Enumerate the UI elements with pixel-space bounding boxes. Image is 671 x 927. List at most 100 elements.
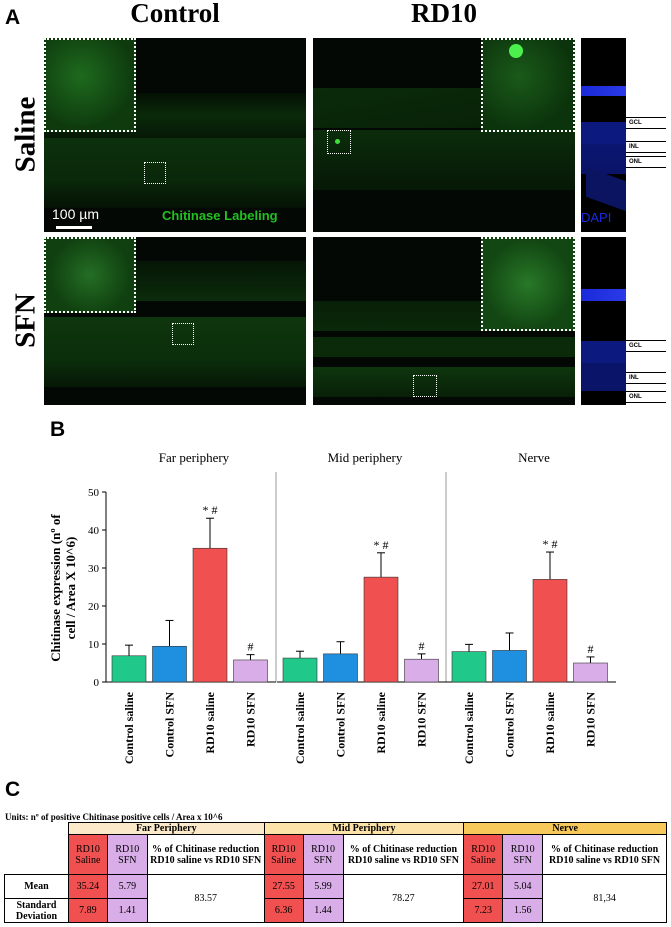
header-reduction: % of Chitinase reduction RD10 saline vs … <box>146 834 265 875</box>
bar <box>282 657 318 683</box>
zoom-inset <box>44 237 136 313</box>
bar <box>492 650 527 683</box>
header-rd10-sfn: RD10 SFN <box>502 834 544 875</box>
bar <box>573 662 608 683</box>
bar <box>192 547 228 683</box>
layer-label-inl: INL <box>626 372 666 384</box>
panel-a-letter: A <box>5 6 21 29</box>
column-title-control: Control <box>130 0 220 28</box>
row-label-sd: Standard Deviation <box>4 898 69 923</box>
micrograph-rd10-saline <box>313 38 575 232</box>
header-rd10-sfn: RD10 SFN <box>106 834 148 875</box>
x-tick-label: Control saline <box>462 691 476 764</box>
header-rd10-saline: RD10 Saline <box>463 834 504 875</box>
x-tick-label: RD10 SFN <box>584 692 598 747</box>
bar <box>111 655 147 683</box>
x-tick-label: RD10 saline <box>203 691 217 753</box>
group-title: Mid periphery <box>328 450 403 465</box>
results-table: Far Periphery Mid Periphery Nerve RD10 S… <box>4 822 667 923</box>
header-reduction: % of Chitinase reduction RD10 saline vs … <box>342 834 465 875</box>
dapi-label: DAPI <box>581 210 612 225</box>
layer-label-inl: INL <box>626 141 666 153</box>
x-tick-label: RD10 SFN <box>415 692 429 747</box>
column-title-rd10: RD10 <box>411 0 477 28</box>
header-rd10-saline: RD10 Saline <box>67 834 108 875</box>
y-tick-label: 20 <box>88 601 100 613</box>
dapi-saline: DAPI <box>581 38 626 232</box>
bar <box>532 579 568 683</box>
scale-bar <box>56 226 92 229</box>
significance-mark: # <box>248 640 254 654</box>
bar <box>323 653 358 683</box>
header-reduction: % of Chitinase reduction RD10 saline vs … <box>542 834 667 875</box>
dapi-sfn <box>581 237 626 405</box>
panel-b-letter: B <box>50 418 66 441</box>
bar <box>404 658 439 683</box>
significance-mark: * # <box>543 537 558 551</box>
bar <box>363 576 399 683</box>
region-header-far: Far Periphery <box>67 822 265 835</box>
significance-mark: # <box>419 639 425 653</box>
bar <box>451 651 487 683</box>
cell-nerve-reduction: 81,34 <box>542 874 667 923</box>
x-tick-label: Control SFN <box>334 692 348 758</box>
stain-label: Chitinase Labeling <box>162 208 278 223</box>
row-title-sfn: SFN <box>9 293 42 348</box>
group-title: Far periphery <box>159 450 230 465</box>
row-title-saline: Saline <box>9 96 42 173</box>
roi-box <box>413 375 437 397</box>
zoom-inset <box>481 38 575 132</box>
roi-box <box>327 130 351 154</box>
significance-mark: # <box>588 642 594 656</box>
cell-nerve-mean-sfn: 5.04 <box>502 874 544 899</box>
zoom-inset <box>44 38 136 132</box>
significance-mark: * # <box>374 538 389 552</box>
significance-mark: * # <box>203 503 218 517</box>
cell-nerve-sd-sfn: 1.56 <box>502 898 544 923</box>
scale-bar-label: 100 µm <box>52 206 99 222</box>
x-tick-label: Control saline <box>293 691 307 764</box>
layer-label-onl: ONL <box>626 156 666 168</box>
table-units-note: Units: nº of positive Chitinase positive… <box>5 812 223 822</box>
zoom-inset <box>481 237 575 331</box>
layer-label-gcl: GCL <box>626 340 666 352</box>
bar-chart: 0 10 20 30 40 50 Chitinase expression (nº ofce… <box>48 450 616 764</box>
y-tick-label: 50 <box>88 487 100 499</box>
x-tick-label: Control SFN <box>503 692 517 758</box>
header-rd10-sfn: RD10 SFN <box>302 834 344 875</box>
roi-box <box>172 323 194 345</box>
cell-mid-mean-saline: 27.55 <box>263 874 304 899</box>
x-tick-label: RD10 SFN <box>244 692 258 747</box>
group-title: Nerve <box>518 450 550 465</box>
x-tick-label: RD10 saline <box>374 691 388 753</box>
cell-nerve-sd-saline: 7.23 <box>463 898 504 923</box>
cell-mid-reduction: 78.27 <box>342 874 465 923</box>
micrograph-control-saline: 100 µm Chitinase Labeling <box>44 38 306 232</box>
micrograph-control-sfn <box>44 237 306 405</box>
cell-far-reduction: 83.57 <box>146 874 265 923</box>
layer-label-gcl: GCL <box>626 117 666 129</box>
region-header-mid: Mid Periphery <box>263 822 465 835</box>
cell-far-mean-sfn: 5.79 <box>106 874 148 899</box>
bar <box>152 645 187 683</box>
micrograph-rd10-sfn <box>313 237 575 405</box>
y-tick-label: 10 <box>88 639 100 651</box>
row-label-mean: Mean <box>4 874 69 899</box>
cell-mid-sd-saline: 6.36 <box>263 898 304 923</box>
cell-far-sd-saline: 7.89 <box>67 898 108 923</box>
region-header-nerve: Nerve <box>463 822 667 835</box>
layer-label-onl: ONL <box>626 391 666 403</box>
x-tick-label: Control SFN <box>163 692 177 758</box>
cell-far-sd-sfn: 1.41 <box>106 898 148 923</box>
header-rd10-saline: RD10 Saline <box>263 834 304 875</box>
y-tick-label: 30 <box>88 563 100 575</box>
cell-mid-mean-sfn: 5.99 <box>302 874 344 899</box>
y-tick-label: 40 <box>88 525 100 537</box>
cell-nerve-mean-saline: 27.01 <box>463 874 504 899</box>
x-tick-label: Control saline <box>122 691 136 764</box>
y-axis-title: Chitinase expression (nº ofcell / Area X… <box>48 514 78 662</box>
cell-far-mean-saline: 35.24 <box>67 874 108 899</box>
x-tick-label: RD10 saline <box>543 691 557 753</box>
panel-c-letter: C <box>5 778 21 801</box>
cell-mid-sd-sfn: 1.44 <box>302 898 344 923</box>
